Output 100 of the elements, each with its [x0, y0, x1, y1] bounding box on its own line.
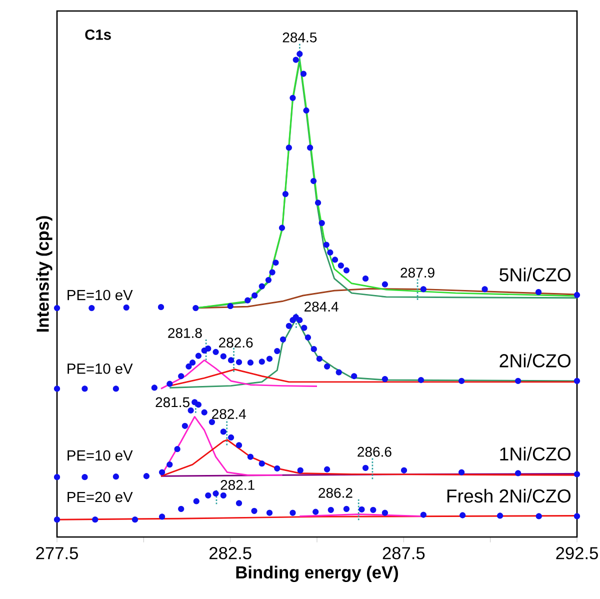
point: [310, 346, 317, 352]
point: [458, 469, 465, 476]
point: [220, 428, 226, 435]
point: [482, 286, 488, 292]
point: [252, 292, 258, 299]
point: [205, 492, 212, 499]
point: [274, 348, 280, 354]
point: [382, 376, 388, 382]
point: [92, 516, 98, 523]
point: [300, 70, 307, 77]
point: [228, 434, 234, 441]
point: [574, 513, 580, 520]
point: [312, 508, 319, 515]
text: C1s: [85, 29, 111, 40]
point: [343, 506, 350, 512]
point: [343, 267, 350, 274]
series-label: 1Ni/CZO: [500, 446, 571, 461]
point: [324, 363, 330, 370]
point: [318, 220, 325, 226]
point: [82, 386, 88, 392]
x-tick-label: 292.5: [556, 547, 598, 560]
point: [186, 363, 192, 370]
point: [54, 474, 60, 480]
x-tick-label: 277.5: [36, 547, 78, 560]
point: [536, 513, 542, 520]
point: [296, 317, 303, 324]
point: [332, 256, 338, 263]
point: [327, 249, 334, 256]
x-tick-label: 287.5: [382, 547, 425, 560]
point: [182, 422, 188, 429]
point: [166, 380, 173, 387]
point: [274, 465, 280, 472]
point: [178, 506, 184, 512]
point: [290, 94, 296, 102]
point: [112, 474, 120, 480]
point: [266, 356, 273, 362]
point: [220, 492, 226, 499]
annotation: PE=20 eV: [68, 492, 133, 502]
point: [303, 107, 310, 114]
point: [400, 467, 408, 474]
point: [54, 386, 60, 392]
point: [212, 348, 219, 356]
point: [220, 353, 226, 360]
point: [54, 304, 60, 312]
annotation: 282.6: [218, 338, 253, 348]
x-tick-label: 282.5: [210, 547, 252, 560]
point: [247, 360, 254, 366]
point: [251, 508, 258, 514]
point: [178, 373, 184, 380]
point: [123, 304, 130, 311]
point: [189, 360, 196, 366]
point: [244, 297, 251, 304]
point: [535, 289, 542, 296]
annotation: PE=10 eV: [68, 450, 133, 461]
point: [574, 471, 580, 478]
point: [212, 490, 219, 497]
point: [297, 467, 304, 474]
point: [460, 512, 466, 518]
point: [88, 304, 95, 312]
point: [324, 466, 330, 472]
point: [193, 498, 200, 504]
point: [158, 469, 166, 476]
point: [266, 510, 273, 516]
point: [496, 512, 504, 519]
point: [272, 260, 279, 266]
annotation: 281.5: [156, 397, 190, 408]
point: [112, 386, 120, 392]
point: [195, 402, 202, 408]
point: [306, 144, 314, 151]
point: [265, 276, 272, 284]
point: [338, 262, 344, 269]
point: [362, 464, 369, 471]
point: [362, 276, 369, 282]
point: [286, 144, 292, 151]
point: [236, 500, 242, 506]
point: [301, 324, 308, 331]
annotation: 286.6: [358, 446, 392, 457]
annotation: 286.2: [318, 488, 352, 498]
annotation: 287.9: [400, 268, 434, 278]
annotation: PE=10 eV: [68, 363, 133, 374]
point: [420, 512, 426, 518]
point: [290, 510, 296, 516]
point: [314, 200, 322, 206]
point: [269, 269, 276, 276]
point: [316, 356, 322, 362]
annotation: 282.4: [212, 409, 246, 419]
point: [418, 376, 424, 384]
point: [236, 359, 242, 366]
point: [296, 50, 303, 58]
point: [286, 322, 292, 329]
point: [304, 334, 312, 341]
annotation: 281.8: [168, 328, 202, 338]
point: [323, 242, 330, 248]
point: [192, 304, 199, 312]
point: [574, 292, 580, 298]
series-label: Fresh 2Ni/CZO: [447, 488, 570, 503]
point: [574, 378, 580, 384]
series-label: 5Ni/CZO: [500, 268, 571, 282]
point: [515, 470, 522, 476]
annotation: 284.5: [282, 32, 317, 42]
